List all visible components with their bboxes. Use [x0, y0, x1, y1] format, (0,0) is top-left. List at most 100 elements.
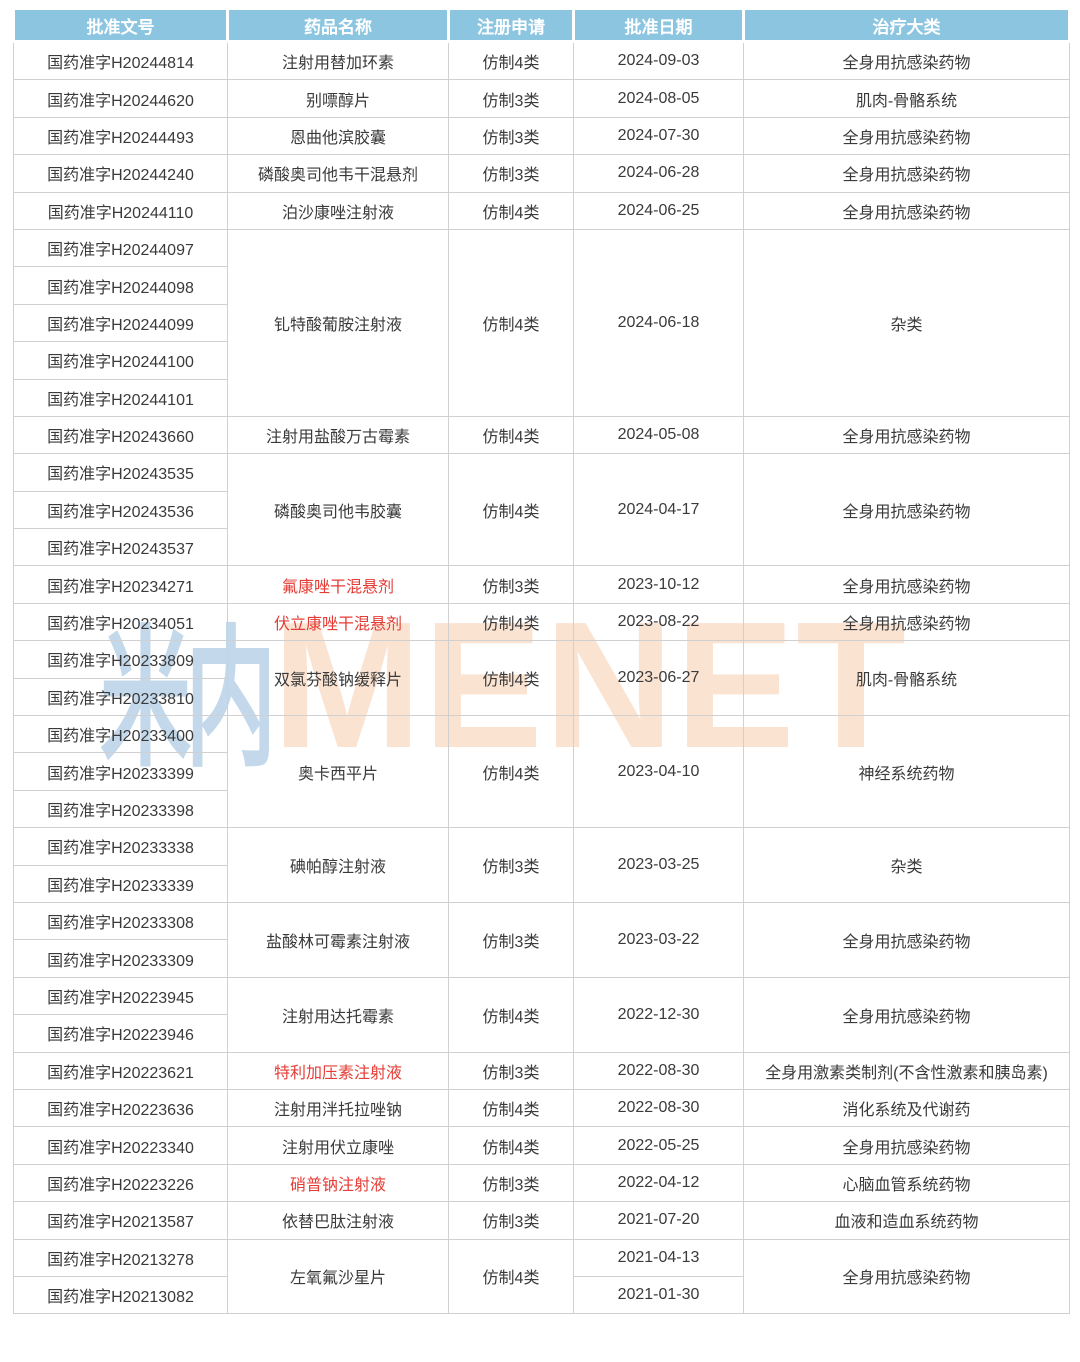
- cell-drug-name: 依替巴肽注射液: [227, 1201, 449, 1240]
- cell-approval-date: 2023-03-25: [573, 827, 744, 903]
- column-header-registration-type: 注册申请: [447, 7, 575, 43]
- cell-therapeutic-category: 全身用抗感染药物: [743, 976, 1070, 1053]
- cell-registration-type: 仿制4类: [448, 415, 574, 455]
- cell-therapeutic-category: 全身用抗感染药物: [743, 415, 1070, 455]
- cell-registration-type: 仿制4类: [448, 640, 574, 717]
- cell-approval-no: 国药准字H20244098: [13, 266, 228, 305]
- cell-approval-date: 2023-04-10: [573, 715, 744, 829]
- cell-approval-no: 国药准字H20244493: [13, 116, 228, 156]
- table-row: 国药准字H20223621 特利加压素注射液 仿制3类 2022-08-30 全身用激素…: [13, 1051, 1070, 1090]
- cell-approval-no: 国药准字H20223226: [13, 1163, 228, 1203]
- cell-drug-name: 伏立康唑干混悬剂: [227, 602, 449, 642]
- table-row: 国药准字H20244814 注射用替加环素 仿制4类 2024-09-03 全身用抗感染…: [13, 40, 1070, 81]
- cell-approval-no: 国药准字H20243660: [13, 415, 228, 455]
- cell-approval-no: 国药准字H20243535: [13, 453, 228, 492]
- cell-approval-no: 国药准字H20223946: [13, 1014, 228, 1053]
- cell-approval-date: 2024-05-08: [573, 415, 744, 455]
- cell-therapeutic-category: 全身用抗感染药物: [743, 565, 1070, 604]
- table-row: 国药准字H20233398: [13, 789, 1070, 829]
- table-row: 国药准字H20233309: [13, 939, 1070, 978]
- cell-therapeutic-category: 肌肉-骨骼系统: [743, 640, 1070, 717]
- cell-approval-date: 2022-08-30: [573, 1051, 744, 1090]
- cell-therapeutic-category: 全身用抗感染药物: [743, 453, 1070, 567]
- cell-therapeutic-category: 肌肉-骨骼系统: [743, 79, 1070, 118]
- cell-drug-name: 磷酸奥司他韦干混悬剂: [227, 154, 449, 193]
- cell-drug-name: 泊沙康唑注射液: [227, 191, 449, 230]
- cell-approval-date: 2021-04-13: [573, 1238, 744, 1277]
- table-row: 国药准字H20233338 碘帕醇注射液 仿制3类 2023-03-25 杂类: [13, 827, 1070, 903]
- cell-approval-no: 国药准字H20244097: [13, 228, 228, 268]
- cell-drug-name: 氟康唑干混悬剂: [227, 565, 449, 604]
- column-header-approval-date: 批准日期: [572, 7, 745, 43]
- cell-drug-name: 注射用替加环素: [227, 40, 449, 81]
- table-row: 国药准字H20244097 钆特酸葡胺注射液 仿制4类 2024-06-18 杂类: [13, 228, 1070, 417]
- table-row: 国药准字H20234051 伏立康唑干混悬剂 仿制4类 2023-08-22 全身用抗感…: [13, 602, 1070, 642]
- cell-approval-date: 2022-12-30: [573, 976, 744, 1053]
- cell-approval-date: 2024-08-05: [573, 79, 744, 118]
- cell-drug-name: 双氯芬酸钠缓释片: [227, 640, 449, 717]
- cell-therapeutic-category: 血液和造血系统药物: [743, 1201, 1070, 1240]
- cell-drug-name: 别嘌醇片: [227, 79, 449, 118]
- table-row: 国药准字H20233809 双氯芬酸钠缓释片 仿制4类 2023-06-27 肌肉-骨骼…: [13, 640, 1070, 717]
- cell-approval-no: 国药准字H20234051: [13, 602, 228, 642]
- cell-drug-name: 盐酸林可霉素注射液: [227, 901, 449, 978]
- table-body: 国药准字H20244814 注射用替加环素 仿制4类 2024-09-03 全身用抗感染…: [13, 40, 1070, 1315]
- cell-approval-no: 国药准字H20244814: [13, 40, 228, 81]
- cell-approval-no: 国药准字H20233339: [13, 864, 228, 903]
- cell-registration-type: 仿制3类: [448, 901, 574, 978]
- cell-drug-name: 恩曲他滨胶囊: [227, 116, 449, 156]
- cell-registration-type: 仿制3类: [448, 1051, 574, 1090]
- cell-approval-date: 2021-07-20: [573, 1201, 744, 1240]
- table-row: 国药准字H20233339: [13, 864, 1070, 903]
- cell-therapeutic-category: 神经系统药物: [743, 715, 1070, 829]
- cell-registration-type: 仿制3类: [448, 116, 574, 156]
- cell-registration-type: 仿制3类: [448, 79, 574, 118]
- cell-drug-name: 碘帕醇注射液: [227, 827, 449, 903]
- cell-approval-date: 2023-10-12: [573, 565, 744, 604]
- cell-approval-no: 国药准字H20233810: [13, 677, 228, 717]
- cell-approval-date: 2024-06-18: [573, 228, 744, 417]
- cell-approval-no: 国药准字H20244099: [13, 303, 228, 343]
- cell-drug-name: 奥卡西平片: [227, 715, 449, 829]
- drug-approval-table: 批准文号 药品名称 注册申请 批准日期 治疗大类 国药准字H20244814 注射用替加环…: [12, 7, 1071, 1315]
- cell-approval-no: 国药准字H20244101: [13, 378, 228, 417]
- cell-approval-no: 国药准字H20213587: [13, 1201, 228, 1240]
- table-row: 国药准字H20244493 恩曲他滨胶囊 仿制3类 2024-07-30 全身用抗感染药…: [13, 116, 1070, 156]
- cell-approval-no: 国药准字H20233400: [13, 715, 228, 754]
- cell-approval-no: 国药准字H20243536: [13, 490, 228, 530]
- cell-therapeutic-category: 全身用抗感染药物: [743, 40, 1070, 81]
- cell-drug-name: 硝普钠注射液: [227, 1163, 449, 1203]
- cell-registration-type: 仿制4类: [448, 1238, 574, 1315]
- cell-therapeutic-category: 全身用抗感染药物: [743, 1126, 1070, 1165]
- table-row: 国药准字H20244098: [13, 266, 1070, 305]
- cell-approval-date: 2022-04-12: [573, 1163, 744, 1203]
- cell-approval-date: 2023-06-27: [573, 640, 744, 717]
- cell-approval-no: 国药准字H20223340: [13, 1126, 228, 1165]
- cell-therapeutic-category: 全身用抗感染药物: [743, 191, 1070, 230]
- cell-registration-type: 仿制4类: [448, 191, 574, 230]
- cell-approval-date: 2022-08-30: [573, 1088, 744, 1128]
- table-row: 国药准字H20243536: [13, 490, 1070, 530]
- table-row: 国药准字H20213082 2021-01-30: [13, 1275, 1070, 1315]
- cell-approval-no: 国药准字H20233399: [13, 752, 228, 791]
- table-row: 国药准字H20223226 硝普钠注射液 仿制3类 2022-04-12 心脑血管系统药…: [13, 1163, 1070, 1203]
- cell-registration-type: 仿制4类: [448, 976, 574, 1053]
- cell-drug-name: 注射用盐酸万古霉素: [227, 415, 449, 455]
- cell-approval-date: 2023-08-22: [573, 602, 744, 642]
- table-row: 国药准字H20223636 注射用泮托拉唑钠 仿制4类 2022-08-30 消化系统及…: [13, 1088, 1070, 1128]
- table-row: 国药准字H20233810: [13, 677, 1070, 717]
- table-row: 国药准字H20233399: [13, 752, 1070, 791]
- cell-approval-no: 国药准字H20213278: [13, 1238, 228, 1277]
- cell-approval-date: 2022-05-25: [573, 1126, 744, 1165]
- table-row: 国药准字H20243535 磷酸奥司他韦胶囊 仿制4类 2024-04-17 全身用抗感…: [13, 453, 1070, 567]
- column-header-drug-name: 药品名称: [226, 7, 450, 43]
- cell-registration-type: 仿制3类: [448, 1163, 574, 1203]
- cell-approval-date: 2024-07-30: [573, 116, 744, 156]
- cell-approval-no: 国药准字H20223636: [13, 1088, 228, 1128]
- table-row: 国药准字H20244240 磷酸奥司他韦干混悬剂 仿制3类 2024-06-28 全身用…: [13, 154, 1070, 193]
- cell-registration-type: 仿制4类: [448, 453, 574, 567]
- cell-approval-no: 国药准字H20223945: [13, 976, 228, 1016]
- cell-approval-no: 国药准字H20243537: [13, 528, 228, 567]
- cell-registration-type: 仿制4类: [448, 1088, 574, 1128]
